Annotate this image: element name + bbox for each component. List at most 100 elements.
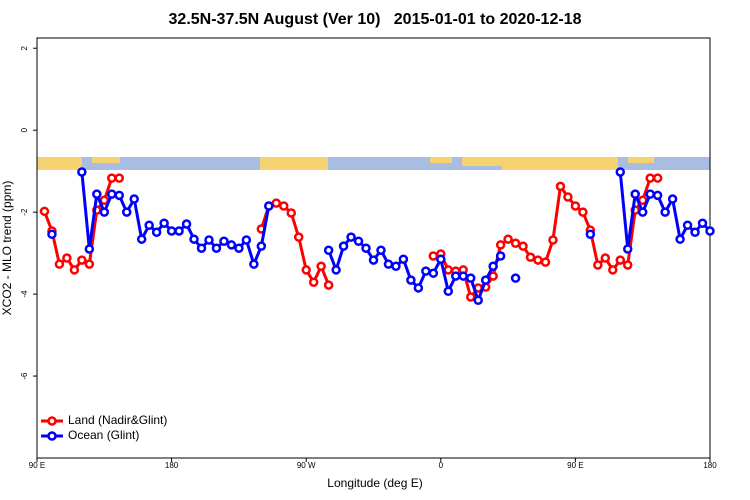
data-point	[301, 265, 311, 275]
data-point	[323, 245, 334, 256]
data-point	[293, 232, 304, 242]
data-point	[264, 201, 274, 211]
data-point	[540, 257, 551, 267]
data-point	[391, 261, 401, 271]
data-point	[107, 189, 117, 199]
data-point	[510, 273, 521, 283]
data-point	[690, 227, 700, 237]
data-point	[458, 271, 468, 281]
data-point	[563, 192, 573, 202]
data-point	[323, 280, 334, 290]
data-point	[107, 173, 117, 183]
data-point	[548, 235, 558, 245]
data-point	[652, 190, 663, 201]
chart-title: 32.5N-37.5N August (Ver 10) 2015-01-01 t…	[169, 11, 582, 28]
data-point	[525, 252, 536, 262]
data-point	[249, 259, 259, 269]
data-point	[518, 241, 528, 251]
legend-label: Land (Nadir&Glint)	[68, 413, 167, 427]
data-point	[308, 277, 319, 287]
data-point	[226, 240, 237, 250]
data-point	[151, 227, 162, 237]
data-point	[136, 234, 147, 244]
data-point	[630, 189, 640, 199]
data-point	[697, 218, 708, 228]
data-point	[578, 207, 588, 217]
data-point	[503, 234, 513, 244]
data-point	[555, 181, 566, 192]
data-point	[346, 232, 356, 242]
data-point	[361, 243, 371, 253]
y-tick-label: -2	[20, 208, 29, 216]
y-tick-label: 0	[20, 127, 29, 132]
data-point	[271, 198, 282, 208]
data-point	[114, 173, 125, 183]
data-point	[682, 220, 693, 231]
data-point	[181, 219, 192, 229]
legend-marker	[47, 416, 57, 426]
data-point	[368, 255, 379, 265]
data-point	[189, 234, 199, 244]
data-point	[413, 283, 424, 293]
data-point	[376, 245, 386, 256]
data-point	[608, 265, 618, 275]
data-point	[488, 261, 498, 271]
data-point	[159, 218, 169, 228]
data-point	[77, 167, 87, 177]
data-point	[383, 259, 394, 269]
data-point	[585, 229, 596, 240]
data-point	[637, 207, 648, 217]
data-point	[47, 229, 57, 240]
data-point	[533, 255, 543, 265]
legend-label: Ocean (Glint)	[68, 428, 139, 442]
data-point	[451, 271, 461, 281]
data-point	[84, 244, 95, 254]
data-point	[473, 295, 483, 305]
data-point	[211, 243, 222, 253]
data-point	[174, 226, 184, 236]
data-point	[338, 241, 349, 251]
data-point	[622, 260, 633, 270]
data-point	[121, 207, 132, 217]
data-point	[286, 208, 296, 218]
data-point	[465, 292, 476, 302]
data-point	[428, 268, 439, 278]
data-point	[39, 206, 50, 217]
y-axis-label: XCO2 - MLO trend (ppm)	[0, 181, 14, 316]
data-point	[204, 235, 214, 245]
x-tick-label: 180	[703, 461, 717, 470]
y-tick-label: -4	[20, 290, 29, 298]
data-point	[600, 253, 611, 263]
data-point	[92, 189, 102, 199]
data-point	[495, 240, 506, 250]
data-point	[443, 286, 454, 296]
data-point	[406, 275, 416, 285]
x-tick-label: 90 W	[297, 461, 316, 470]
data-point	[166, 226, 177, 236]
data-point	[480, 275, 491, 285]
data-point	[593, 260, 603, 270]
data-point	[705, 226, 715, 236]
data-point	[331, 265, 341, 275]
data-point	[77, 255, 87, 265]
data-point	[495, 251, 506, 261]
data-point	[241, 235, 252, 245]
x-tick-label: 0	[439, 461, 444, 470]
data-point	[84, 259, 95, 269]
x-tick-label: 90 E	[29, 461, 45, 470]
data-point	[465, 273, 476, 283]
data-point	[234, 243, 244, 253]
data-point	[62, 253, 72, 263]
data-point	[645, 189, 655, 199]
y-tick-label: 2	[20, 45, 29, 50]
data-point	[428, 251, 439, 261]
x-tick-label: 180	[165, 461, 179, 470]
data-point	[398, 254, 409, 265]
data-point	[667, 194, 678, 204]
data-point	[615, 167, 626, 177]
data-point	[660, 207, 670, 217]
plot-frame	[36, 37, 711, 459]
data-point	[510, 238, 521, 249]
data-point	[675, 234, 685, 244]
